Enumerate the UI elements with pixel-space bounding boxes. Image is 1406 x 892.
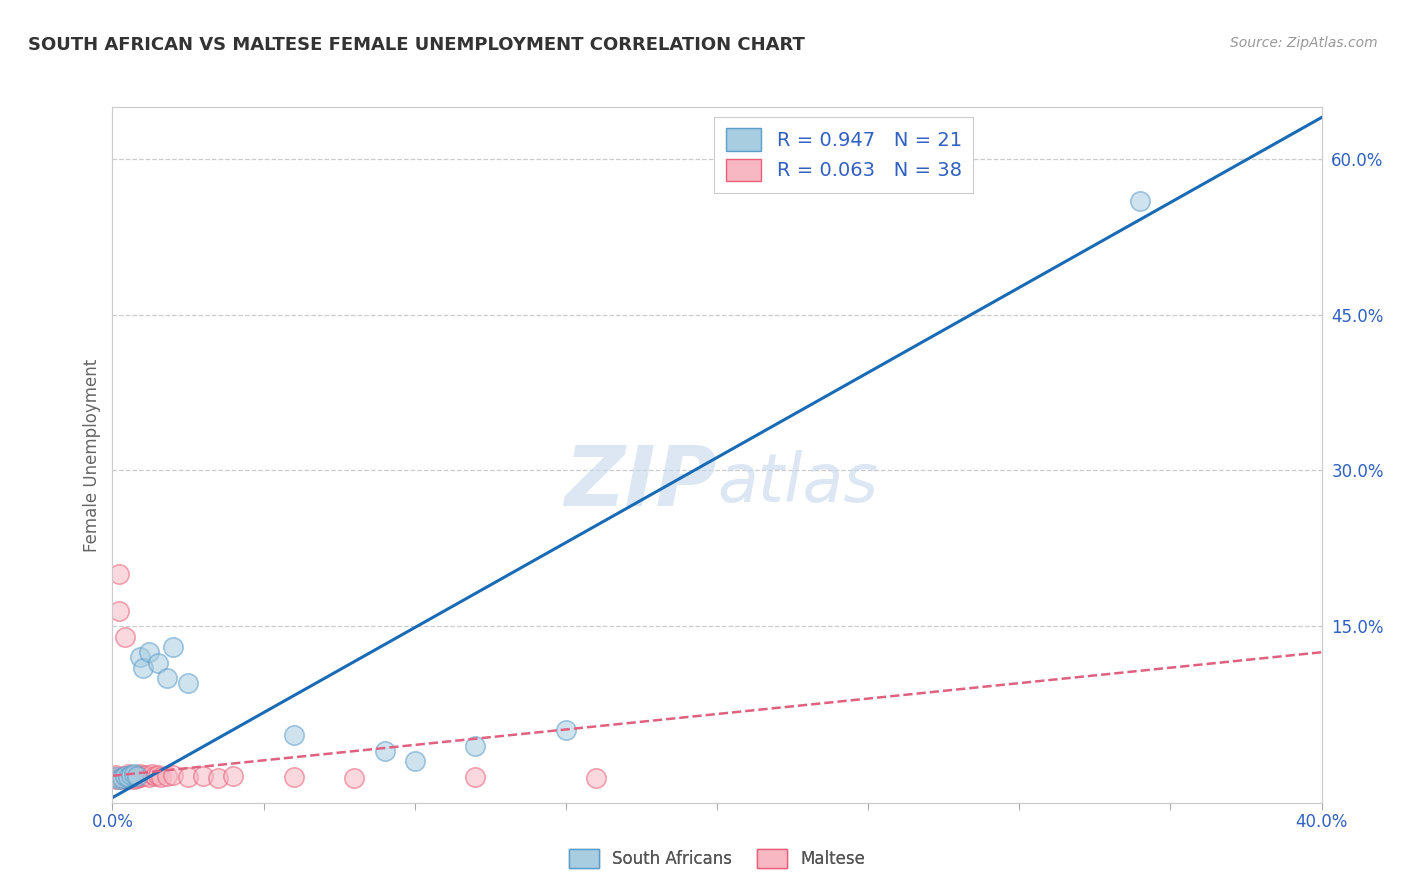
Point	[125, 771, 148, 785]
Legend: South Africans, Maltese: South Africans, Maltese	[562, 842, 872, 874]
Point	[404, 754, 426, 768]
Point	[143, 769, 166, 783]
Point	[283, 728, 305, 742]
Point	[107, 772, 129, 786]
Point	[125, 769, 148, 783]
Point	[107, 604, 129, 618]
Point	[125, 768, 148, 782]
Point	[107, 771, 129, 785]
Point	[191, 769, 214, 783]
Point	[162, 640, 184, 654]
Point	[117, 770, 139, 784]
Point	[104, 770, 127, 784]
Point	[177, 770, 200, 784]
Point	[135, 768, 157, 782]
Point	[343, 771, 366, 785]
Point	[122, 766, 145, 780]
Point	[222, 769, 245, 783]
Point	[1129, 194, 1152, 208]
Point	[114, 771, 136, 785]
Point	[554, 723, 576, 738]
Point	[132, 661, 155, 675]
Point	[122, 772, 145, 786]
Point	[117, 772, 139, 786]
Point	[138, 770, 160, 784]
Text: Source: ZipAtlas.com: Source: ZipAtlas.com	[1230, 36, 1378, 50]
Point	[128, 650, 150, 665]
Point	[120, 770, 142, 784]
Point	[128, 770, 150, 784]
Point	[120, 771, 142, 785]
Point	[283, 770, 305, 784]
Point	[146, 768, 169, 782]
Point	[122, 769, 145, 783]
Point	[374, 744, 396, 758]
Point	[156, 769, 179, 783]
Text: ZIP: ZIP	[564, 442, 717, 524]
Point	[107, 567, 129, 582]
Text: atlas: atlas	[717, 450, 879, 516]
Point	[104, 772, 127, 786]
Point	[141, 766, 163, 780]
Point	[104, 768, 127, 782]
Point	[114, 630, 136, 644]
Y-axis label: Female Unemployment: Female Unemployment	[83, 359, 101, 551]
Point	[156, 671, 179, 685]
Point	[110, 770, 132, 784]
Point	[464, 739, 486, 753]
Point	[138, 645, 160, 659]
Point	[110, 772, 132, 786]
Point	[585, 771, 607, 785]
Point	[114, 769, 136, 783]
Point	[464, 770, 486, 784]
Point	[104, 770, 127, 784]
Point	[162, 768, 184, 782]
Point	[120, 768, 142, 782]
Point	[207, 771, 229, 785]
Point	[117, 766, 139, 780]
Point	[149, 770, 172, 784]
Point	[110, 771, 132, 785]
Point	[146, 656, 169, 670]
Point	[132, 769, 155, 783]
Point	[117, 769, 139, 783]
Text: SOUTH AFRICAN VS MALTESE FEMALE UNEMPLOYMENT CORRELATION CHART: SOUTH AFRICAN VS MALTESE FEMALE UNEMPLOY…	[28, 36, 806, 54]
Point	[128, 766, 150, 780]
Point	[177, 676, 200, 690]
